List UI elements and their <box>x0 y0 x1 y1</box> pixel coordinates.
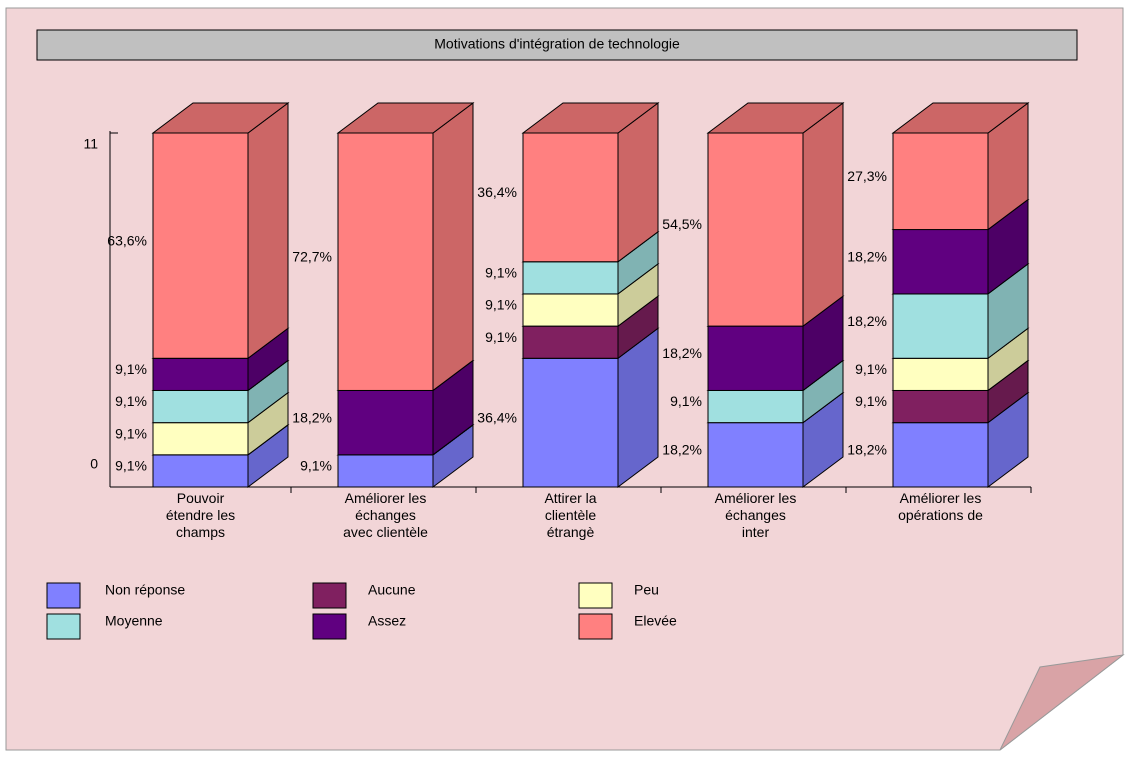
page-curl <box>999 654 1125 751</box>
bar-front <box>152 389 249 424</box>
legend-label: Moyenne <box>105 613 163 629</box>
bar-front <box>707 132 804 327</box>
bar-front <box>892 389 989 424</box>
bar-front <box>707 422 804 488</box>
data-label: 54,5% <box>662 216 702 232</box>
bar-front <box>337 132 434 391</box>
chart-title: Motivations d'intégration de technologie <box>434 36 680 52</box>
x-tick-label: Améliorer les opérations de <box>898 490 983 523</box>
data-label: 36,4% <box>477 409 517 425</box>
data-label: 18,2% <box>292 409 332 425</box>
data-label: 9,1% <box>855 361 887 377</box>
legend-swatch <box>46 613 81 640</box>
legend-label: Non réponse <box>105 582 185 598</box>
bar-front <box>892 229 989 295</box>
data-label: 18,2% <box>662 345 702 361</box>
legend-swatch <box>312 613 347 640</box>
legend-label: Peu <box>634 582 659 598</box>
data-label: 18,2% <box>662 442 702 458</box>
bar-front <box>522 132 619 263</box>
bar-front <box>892 132 989 231</box>
bar-front <box>152 357 249 391</box>
data-label: 9,1% <box>115 393 147 409</box>
data-label: 9,1% <box>485 265 517 281</box>
title-box <box>36 29 1078 61</box>
bar-front <box>707 325 804 391</box>
bar-front <box>522 261 619 295</box>
bar-top <box>521 102 660 134</box>
bar-top <box>706 102 845 134</box>
data-label: 9,1% <box>670 393 702 409</box>
bar-front <box>707 389 804 424</box>
bar-side <box>247 102 289 360</box>
data-label: 9,1% <box>115 425 147 441</box>
legend-label: Assez <box>368 613 406 629</box>
data-label: 9,1% <box>855 393 887 409</box>
legend-swatch <box>578 582 613 609</box>
bar-front <box>522 293 619 327</box>
x-tick-label: Pouvoir étendre les champs <box>165 490 236 540</box>
y-tick-label: 0 <box>90 456 98 472</box>
bar-top <box>151 102 290 134</box>
bar-top <box>891 102 1030 134</box>
bar-side <box>802 102 844 328</box>
x-tick-label: Améliorer les échanges avec clientèle <box>343 490 428 540</box>
bar-front <box>152 422 249 456</box>
data-label: 18,2% <box>847 248 887 264</box>
bar-side <box>432 102 474 392</box>
bar-front <box>892 357 989 391</box>
data-label: 27,3% <box>847 168 887 184</box>
bar-front <box>337 454 434 488</box>
data-label: 9,1% <box>485 329 517 345</box>
legend-swatch <box>46 582 81 609</box>
bar-front <box>522 357 619 488</box>
x-tick-label: Améliorer les échanges inter <box>714 490 797 540</box>
bar-front <box>522 325 619 359</box>
bar-front <box>892 422 989 488</box>
data-label: 9,1% <box>300 458 332 474</box>
data-label: 9,1% <box>115 458 147 474</box>
legend-swatch <box>312 582 347 609</box>
data-label: 18,2% <box>847 442 887 458</box>
data-label: 36,4% <box>477 184 517 200</box>
bar-top <box>336 102 475 134</box>
x-tick-label: Attirer la clientèle étrangè <box>544 490 597 540</box>
legend-swatch <box>578 613 613 640</box>
bar-front <box>152 132 249 359</box>
data-label: 63,6% <box>107 232 147 248</box>
data-label: 72,7% <box>292 248 332 264</box>
bar-front <box>337 389 434 456</box>
data-label: 9,1% <box>485 297 517 313</box>
bar-front <box>892 293 989 359</box>
legend-label: Elevée <box>634 613 677 629</box>
data-label: 9,1% <box>115 361 147 377</box>
bar-front <box>152 454 249 488</box>
y-tick-label: 11 <box>83 136 98 152</box>
data-label: 18,2% <box>847 313 887 329</box>
legend-label: Aucune <box>368 582 416 598</box>
